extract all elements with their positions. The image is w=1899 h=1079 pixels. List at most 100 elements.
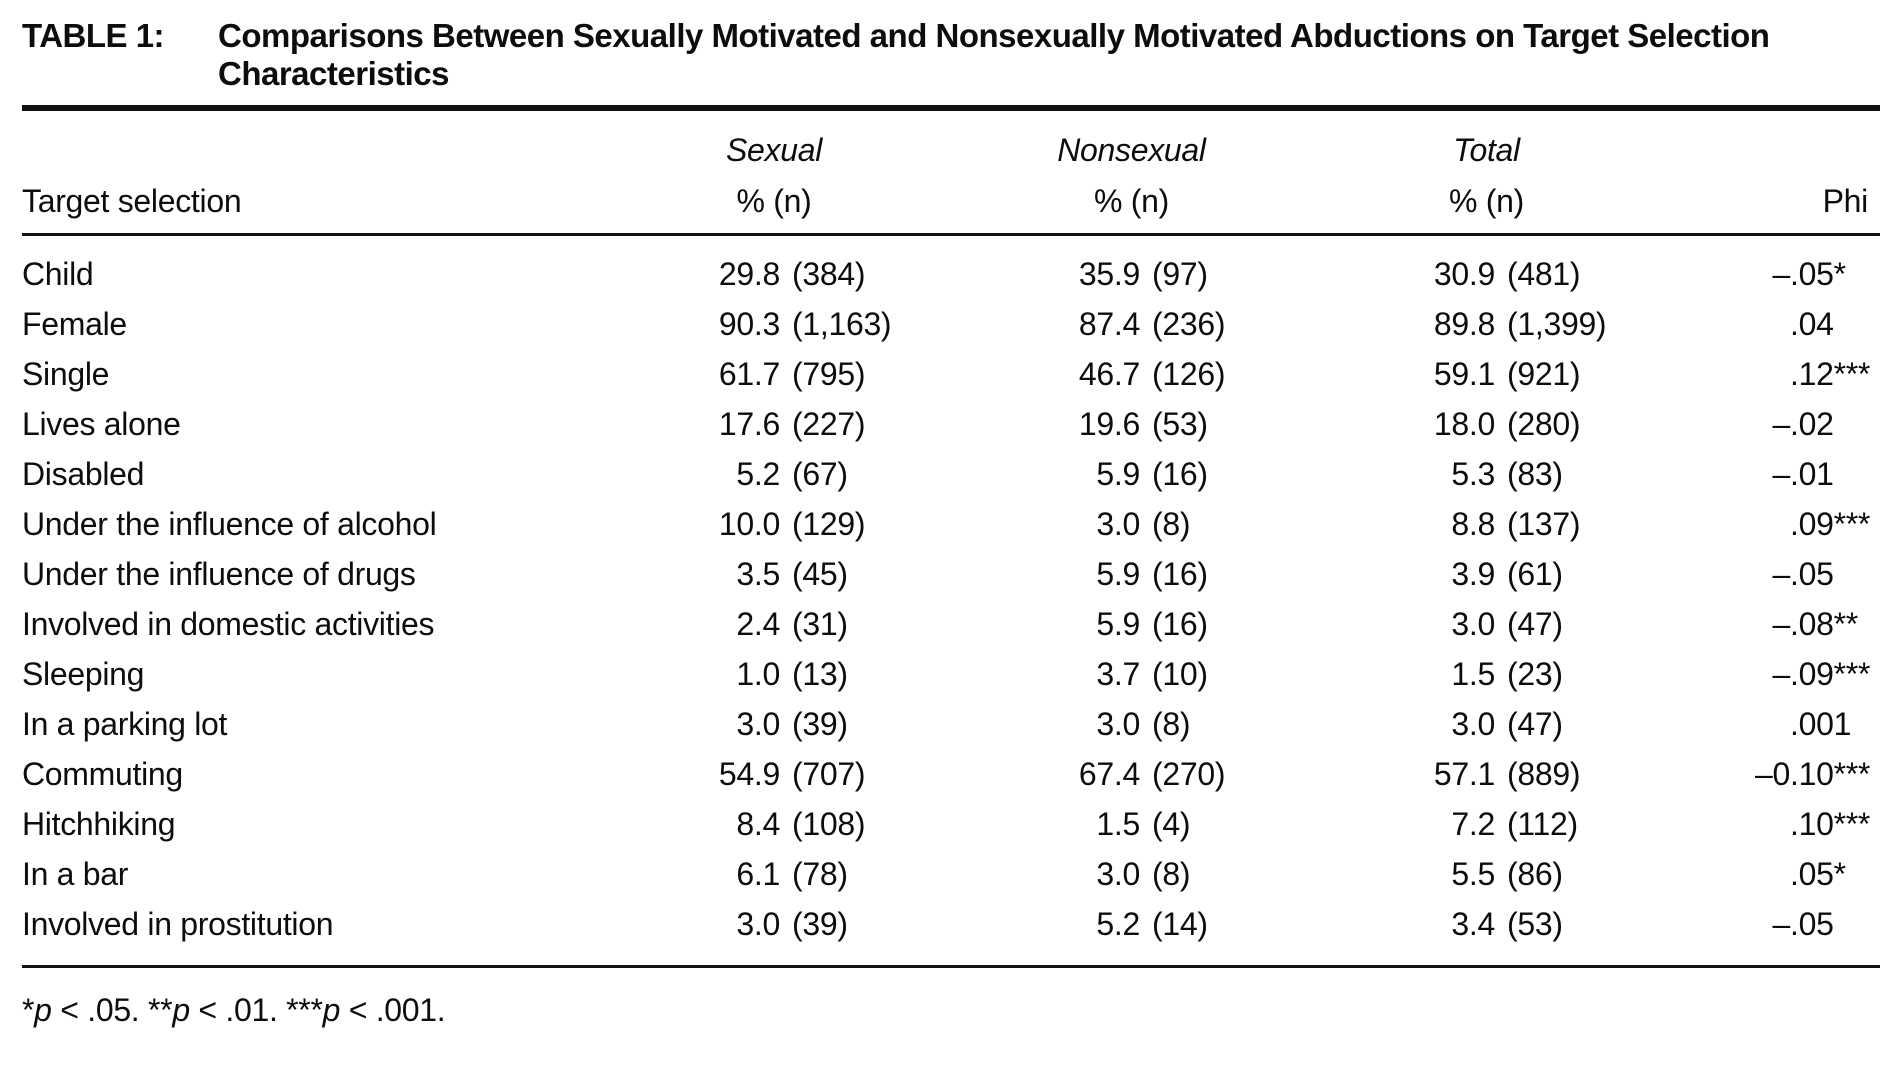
sexual-cell: 29.8 (384) [612, 249, 972, 299]
table-row: Child 29.8 (384) 35.9 (97) 30.9 (481) –.05* [22, 249, 1880, 299]
nonsexual-subheader: % (n) [1094, 182, 1169, 219]
stars: * [22, 992, 35, 1028]
table-row: Sleeping 1.0 (13) 3.7 (10) 1.5 (23) –.09*** [22, 649, 1880, 699]
row-label: Sleeping [22, 656, 145, 692]
row-label: Single [22, 356, 110, 392]
sexual-cell: 5.2 (67) [612, 449, 972, 499]
n-value: (137) [1507, 506, 1581, 542]
n-value: (53) [1152, 406, 1208, 442]
percent-value: 5.9 [1096, 556, 1140, 592]
percent-value: 5.2 [1096, 906, 1140, 942]
total-cell: 18.0 (280) [1327, 399, 1682, 449]
phi-sign: – [1772, 406, 1791, 442]
phi-value: .05* [1790, 856, 1846, 892]
n-value: (8) [1152, 706, 1191, 742]
n-value: (10) [1152, 656, 1208, 692]
phi-cell: .09*** [1682, 499, 1880, 549]
phi-sign: – [1772, 256, 1791, 292]
phi-value: .01 [1790, 456, 1834, 492]
n-value: (16) [1152, 556, 1208, 592]
sexual-cell: 8.4 (108) [612, 799, 972, 849]
percent-value: 8.8 [1451, 506, 1495, 542]
table-body: Child 29.8 (384) 35.9 (97) 30.9 (481) –.05*… [22, 236, 1880, 949]
phi-sign: – [1772, 656, 1791, 692]
percent-value: 7.2 [1451, 806, 1495, 842]
percent-value: 5.9 [1096, 606, 1140, 642]
total-cell: 5.3 (83) [1327, 449, 1682, 499]
n-value: (47) [1507, 706, 1563, 742]
total-cell: 89.8 (1,399) [1327, 299, 1682, 349]
n-value: (97) [1152, 256, 1208, 292]
n-value: (889) [1507, 756, 1581, 792]
phi-value: .09*** [1790, 656, 1871, 692]
row-label: Involved in domestic activities [22, 606, 435, 642]
n-value: (707) [792, 756, 866, 792]
table-row: Female 90.3 (1,163) 87.4 (236) 89.8 (1,399)… [22, 299, 1880, 349]
percent-value: 46.7 [1078, 356, 1140, 392]
n-value: (8) [1152, 506, 1191, 542]
table-row: Lives alone 17.6 (227) 19.6 (53) 18.0 (280)… [22, 399, 1880, 449]
total-cell: 3.0 (47) [1327, 699, 1682, 749]
phi-cell: –.01 [1682, 449, 1880, 499]
phi-value: .04 [1790, 306, 1834, 342]
footnote-segment: ***p < .001. [286, 992, 446, 1028]
stars: *** [286, 992, 323, 1028]
sexual-cell: 61.7 (795) [612, 349, 972, 399]
percent-value: 1.5 [1451, 656, 1495, 692]
table-row: Under the influence of alcohol 10.0 (129)… [22, 499, 1880, 549]
nonsexual-cell: 87.4 (236) [972, 299, 1327, 349]
total-cell: 7.2 (112) [1327, 799, 1682, 849]
n-value: (31) [792, 606, 848, 642]
percent-value: 67.4 [1078, 756, 1140, 792]
n-value: (14) [1152, 906, 1208, 942]
n-value: (481) [1507, 256, 1581, 292]
total-cell: 57.1 (889) [1327, 749, 1682, 799]
row-label: Commuting [22, 756, 183, 792]
column-group-header-row: Sexual Nonsexual Total [22, 111, 1880, 173]
nonsexual-cell: 35.9 (97) [972, 249, 1327, 299]
table-title-text: Comparisons Between Sexually Motivated a… [218, 17, 1770, 92]
percent-value: 3.0 [736, 706, 780, 742]
phi-cell: –.08** [1682, 599, 1880, 649]
table-title: TABLE 1: Comparisons Between Sexually Mo… [22, 0, 1880, 93]
nonsexual-cell: 5.9 (16) [972, 599, 1327, 649]
row-label: In a bar [22, 856, 129, 892]
n-value: (47) [1507, 606, 1563, 642]
n-value: (129) [792, 506, 866, 542]
percent-value: 3.0 [1451, 706, 1495, 742]
percent-value: 18.0 [1433, 406, 1495, 442]
phi-header: Phi [1822, 182, 1869, 219]
bottom-rule [22, 965, 1880, 968]
phi-sign: – [1772, 906, 1791, 942]
table-row: In a parking lot 3.0 (39) 3.0 (8) 3.0 (47) … [22, 699, 1880, 749]
percent-value: 35.9 [1078, 256, 1140, 292]
p-symbol: p [322, 992, 341, 1028]
total-cell: 1.5 (23) [1327, 649, 1682, 699]
percent-value: 2.4 [736, 606, 780, 642]
percent-value: 57.1 [1433, 756, 1495, 792]
n-value: (4) [1152, 806, 1191, 842]
percent-value: 19.6 [1078, 406, 1140, 442]
nonsexual-cell: 3.0 (8) [972, 849, 1327, 899]
percent-value: 6.1 [736, 856, 780, 892]
phi-cell: .10*** [1682, 799, 1880, 849]
n-value: (83) [1507, 456, 1563, 492]
p-symbol: p [172, 992, 190, 1028]
n-value: (384) [792, 256, 866, 292]
percent-value: 87.4 [1078, 306, 1140, 342]
n-value: (23) [1507, 656, 1563, 692]
sexual-cell: 90.3 (1,163) [612, 299, 972, 349]
sexual-cell: 3.0 (39) [612, 699, 972, 749]
row-label: Under the influence of alcohol [22, 506, 437, 542]
total-cell: 8.8 (137) [1327, 499, 1682, 549]
phi-cell: –.05 [1682, 549, 1880, 599]
phi-sign: – [1772, 456, 1791, 492]
percent-value: 3.5 [736, 556, 780, 592]
phi-sign: – [1772, 556, 1791, 592]
significance-footnote: *p < .05. **p < .01. ***p < .001. [22, 990, 1880, 1030]
n-value: (53) [1507, 906, 1563, 942]
row-label: Child [22, 256, 94, 292]
table-row: Hitchhiking 8.4 (108) 1.5 (4) 7.2 (112) .10… [22, 799, 1880, 849]
phi-value: .02 [1790, 406, 1834, 442]
row-label: In a parking lot [22, 706, 228, 742]
